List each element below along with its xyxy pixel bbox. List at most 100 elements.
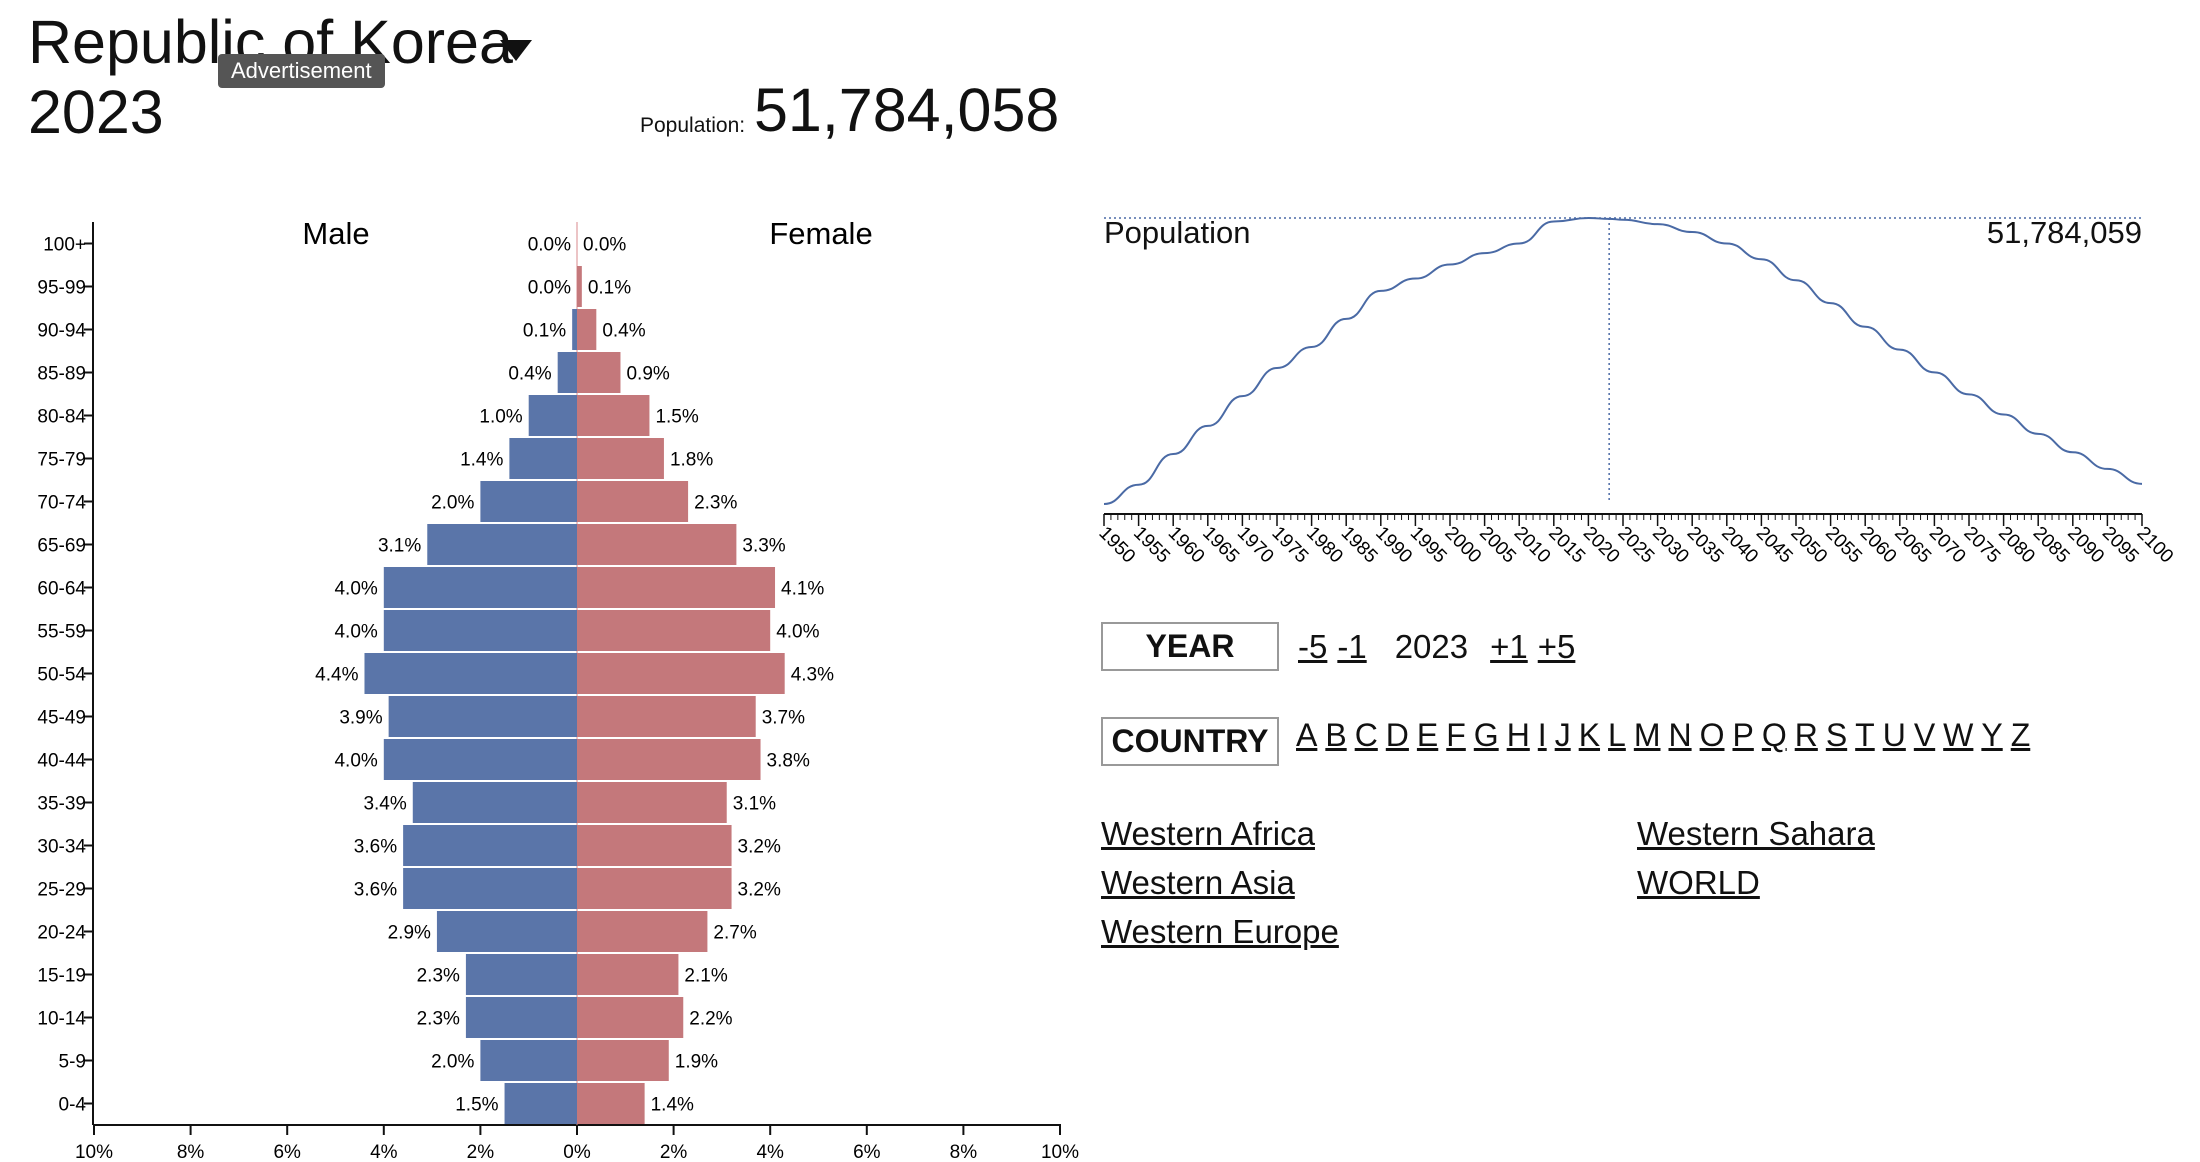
- letter-link-k[interactable]: K: [1578, 717, 1601, 753]
- country-button[interactable]: COUNTRY: [1101, 717, 1279, 766]
- male-value-label: 2.3%: [417, 966, 460, 987]
- male-heading: Male: [302, 216, 369, 251]
- female-bar: [577, 739, 761, 780]
- line-chart-x-tick-label: 1990: [1371, 523, 1416, 568]
- letter-link-c[interactable]: C: [1354, 717, 1378, 753]
- region-link-western-africa[interactable]: Western Africa: [1101, 815, 1315, 852]
- female-bar: [577, 266, 582, 307]
- female-value-label: 1.8%: [670, 450, 713, 471]
- male-value-label: 2.0%: [431, 493, 474, 514]
- population-label: Population:: [640, 114, 746, 137]
- letter-link-l[interactable]: L: [1608, 717, 1626, 753]
- letter-link-e[interactable]: E: [1416, 717, 1439, 753]
- age-group-label: 35-39: [37, 794, 86, 815]
- line-chart-x-tick-label: 1980: [1302, 523, 1347, 568]
- letter-link-w[interactable]: W: [1943, 717, 1974, 753]
- female-value-label: 0.4%: [602, 321, 645, 342]
- female-value-label: 1.4%: [651, 1095, 694, 1116]
- letter-link-z[interactable]: Z: [2010, 717, 2031, 753]
- letter-link-g[interactable]: G: [1473, 717, 1499, 753]
- female-bar: [577, 309, 597, 350]
- female-value-label: 3.2%: [738, 837, 781, 858]
- male-value-label: 3.6%: [354, 837, 397, 858]
- letter-link-o[interactable]: O: [1699, 717, 1725, 753]
- letter-link-q[interactable]: Q: [1761, 717, 1787, 753]
- female-value-label: 3.8%: [767, 751, 810, 772]
- letter-link-a[interactable]: A: [1296, 717, 1318, 753]
- male-bar: [572, 309, 577, 350]
- age-group-label: 65-69: [37, 536, 86, 557]
- letter-link-p[interactable]: P: [1732, 717, 1754, 753]
- female-value-label: 2.2%: [689, 1009, 732, 1030]
- line-chart-x-tick-label: 2025: [1613, 523, 1658, 568]
- letter-link-t[interactable]: T: [1855, 717, 1875, 753]
- female-bar: [577, 567, 776, 608]
- line-chart-x-tick-label: 2040: [1717, 523, 1762, 568]
- caret-down-icon[interactable]: [500, 40, 532, 61]
- female-bar: [577, 997, 684, 1038]
- male-bar: [504, 1083, 577, 1124]
- letter-link-y[interactable]: Y: [1981, 717, 2003, 753]
- age-group-label: 100+: [43, 235, 86, 256]
- letter-link-f[interactable]: F: [1446, 717, 1466, 753]
- female-value-label: 2.7%: [713, 923, 756, 944]
- region-link-western-asia[interactable]: Western Asia: [1101, 864, 1295, 901]
- female-bar: [577, 911, 708, 952]
- male-bar: [528, 395, 577, 436]
- female-bar: [577, 1083, 645, 1124]
- male-bar: [557, 352, 577, 393]
- letter-link-j[interactable]: J: [1554, 717, 1571, 753]
- female-bar: [577, 782, 727, 823]
- letter-link-n[interactable]: N: [1668, 717, 1692, 753]
- age-group-label: 30-34: [37, 837, 86, 858]
- male-value-label: 0.1%: [523, 321, 566, 342]
- male-value-label: 2.3%: [417, 1009, 460, 1030]
- current-year: 2023: [1394, 628, 1469, 665]
- age-group-label: 85-89: [37, 364, 86, 385]
- letter-link-s[interactable]: S: [1825, 717, 1848, 753]
- age-group-label: 70-74: [37, 493, 86, 514]
- letter-link-u[interactable]: U: [1882, 717, 1906, 753]
- letter-link-v[interactable]: V: [1913, 717, 1936, 753]
- female-bar: [577, 696, 756, 737]
- male-value-label: 1.0%: [479, 407, 522, 428]
- letter-link-h[interactable]: H: [1506, 717, 1530, 753]
- letter-link-b[interactable]: B: [1325, 717, 1347, 753]
- female-bar: [577, 1040, 669, 1081]
- year-button[interactable]: YEAR: [1101, 622, 1279, 671]
- region-link-world[interactable]: WORLD: [1637, 864, 1760, 901]
- plus-1-year-link[interactable]: +1: [1490, 628, 1528, 665]
- minus-5-year-link[interactable]: -5: [1298, 628, 1328, 665]
- female-value-label: 0.9%: [626, 364, 669, 385]
- region-link-western-sahara[interactable]: Western Sahara: [1637, 815, 1875, 852]
- population-series-line: [1103, 216, 2143, 505]
- region-link-western-europe[interactable]: Western Europe: [1101, 913, 1339, 950]
- x-tick-label: 6%: [853, 1142, 881, 1162]
- male-bar: [388, 696, 577, 737]
- line-chart-title: Population: [1104, 215, 1251, 250]
- population-value: 51,784,058: [754, 76, 1060, 144]
- x-tick-label: 0%: [563, 1142, 591, 1162]
- female-bar: [577, 825, 732, 866]
- x-tick-label: 8%: [950, 1142, 978, 1162]
- male-bar: [383, 567, 577, 608]
- female-value-label: 0.1%: [588, 278, 631, 299]
- male-value-label: 4.4%: [315, 665, 358, 686]
- letter-link-r[interactable]: R: [1794, 717, 1818, 753]
- line-chart-x-tick-label: 1955: [1129, 523, 1174, 568]
- plus-5-year-link[interactable]: +5: [1537, 628, 1576, 665]
- line-chart-x-tick-label: 2080: [1994, 523, 2039, 568]
- x-tick-label: 6%: [273, 1142, 301, 1162]
- letter-link-d[interactable]: D: [1385, 717, 1409, 753]
- female-value-label: 3.1%: [733, 794, 776, 815]
- line-chart-x-tick-label: 2060: [1856, 523, 1901, 568]
- letter-link-m[interactable]: M: [1633, 717, 1661, 753]
- line-chart-x-tick-label: 2020: [1579, 523, 1624, 568]
- male-value-label: 4.0%: [334, 579, 377, 600]
- letter-link-i[interactable]: I: [1537, 717, 1547, 753]
- line-chart-x-tick-label: 2055: [1821, 523, 1866, 568]
- male-bar: [509, 438, 577, 479]
- minus-1-year-link[interactable]: -1: [1337, 628, 1367, 665]
- male-value-label: 0.4%: [508, 364, 551, 385]
- line-chart-x-tick-label: 2035: [1683, 523, 1728, 568]
